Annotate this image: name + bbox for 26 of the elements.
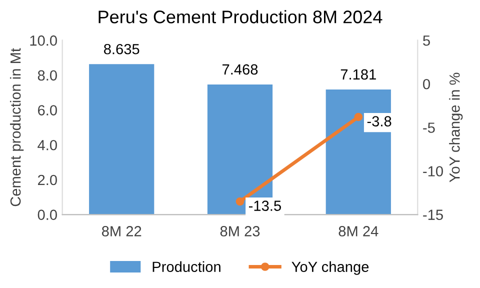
x-tick-label: 8M 23 [220,226,260,236]
x-tick-label: 8M 22 [102,226,142,236]
y2-axis-title: YoY change in % [449,72,463,182]
y-tick-label: 0.0 [38,210,57,220]
y-tick-label: 6.0 [38,105,57,116]
y2-tick-label: 0 [423,78,430,90]
y2-tick-label: -15 [423,210,443,220]
y-tick-label: 4.0 [38,140,57,150]
data-label: 8.635 [104,44,140,54]
data-label: -13.5 [248,200,281,211]
y-tick-label: 2.0 [38,174,57,186]
legend-label: Production [152,261,220,272]
data-label: 7.468 [222,64,258,75]
y-tick-label: 10.0 [30,35,57,46]
y2-tick-label: -10 [423,166,443,176]
data-label: 7.181 [340,69,376,80]
y2-tick-label: 5 [423,36,430,46]
legend-label: YoY change [292,261,369,275]
bar [89,64,154,215]
y-axis-title: Cement production in Mt [10,48,24,206]
bar [326,89,391,215]
data-label: -3.8 [367,116,392,126]
y2-tick-label: -5 [423,122,435,133]
chart-title: Peru's Cement Production 8M 2024 [98,10,382,24]
x-tick-label: 8M 24 [338,226,378,236]
y-tick-label: 8.0 [38,70,57,81]
